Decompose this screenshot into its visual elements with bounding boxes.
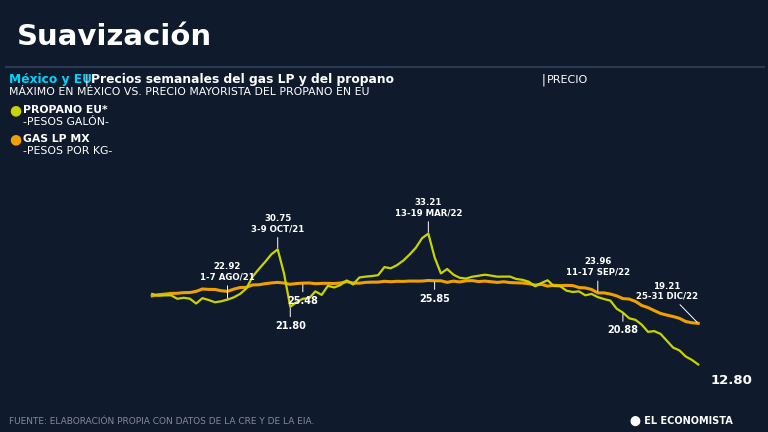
Text: PRECIO: PRECIO	[547, 75, 588, 85]
Text: |: |	[538, 73, 549, 86]
Text: -PESOS GALÓN-: -PESOS GALÓN-	[23, 117, 109, 127]
Text: Precios semanales del gas LP y del propano: Precios semanales del gas LP y del propa…	[91, 73, 394, 86]
Text: 25.48: 25.48	[287, 285, 318, 306]
Text: -PESOS POR KG-: -PESOS POR KG-	[23, 146, 112, 156]
Text: 25.85: 25.85	[419, 282, 450, 304]
Text: México y EU: México y EU	[9, 73, 92, 86]
Text: MÁXIMO EN MÉXICO VS. PRECIO MAYORISTA DEL PROPANO EN EU: MÁXIMO EN MÉXICO VS. PRECIO MAYORISTA DE…	[9, 87, 369, 97]
Text: 30.75
3-9 OCT/21: 30.75 3-9 OCT/21	[251, 214, 304, 248]
Text: GAS LP MX: GAS LP MX	[23, 134, 90, 144]
Text: PROPANO EU*: PROPANO EU*	[23, 105, 108, 115]
Text: 21.80: 21.80	[275, 308, 306, 331]
Text: ⬤ EL ECONOMISTA: ⬤ EL ECONOMISTA	[630, 416, 733, 426]
Text: 33.21
13-19 MAR/22: 33.21 13-19 MAR/22	[395, 198, 462, 232]
Text: |: |	[81, 73, 92, 86]
Text: 12.80: 12.80	[710, 374, 753, 387]
Text: ●: ●	[9, 132, 22, 146]
Text: 22.92
1-7 AGO/21: 22.92 1-7 AGO/21	[200, 262, 255, 298]
Text: Suavización: Suavización	[17, 23, 212, 51]
Text: FUENTE: ELABORACIÓN PROPIA CON DATOS DE LA CRE Y DE LA EIA.: FUENTE: ELABORACIÓN PROPIA CON DATOS DE …	[9, 417, 315, 426]
Text: ●: ●	[9, 103, 22, 117]
Text: 19.21
25-31 DIC/22: 19.21 25-31 DIC/22	[636, 282, 698, 322]
Text: 23.96
11-17 SEP/22: 23.96 11-17 SEP/22	[566, 257, 630, 292]
Text: 20.88: 20.88	[607, 314, 638, 336]
